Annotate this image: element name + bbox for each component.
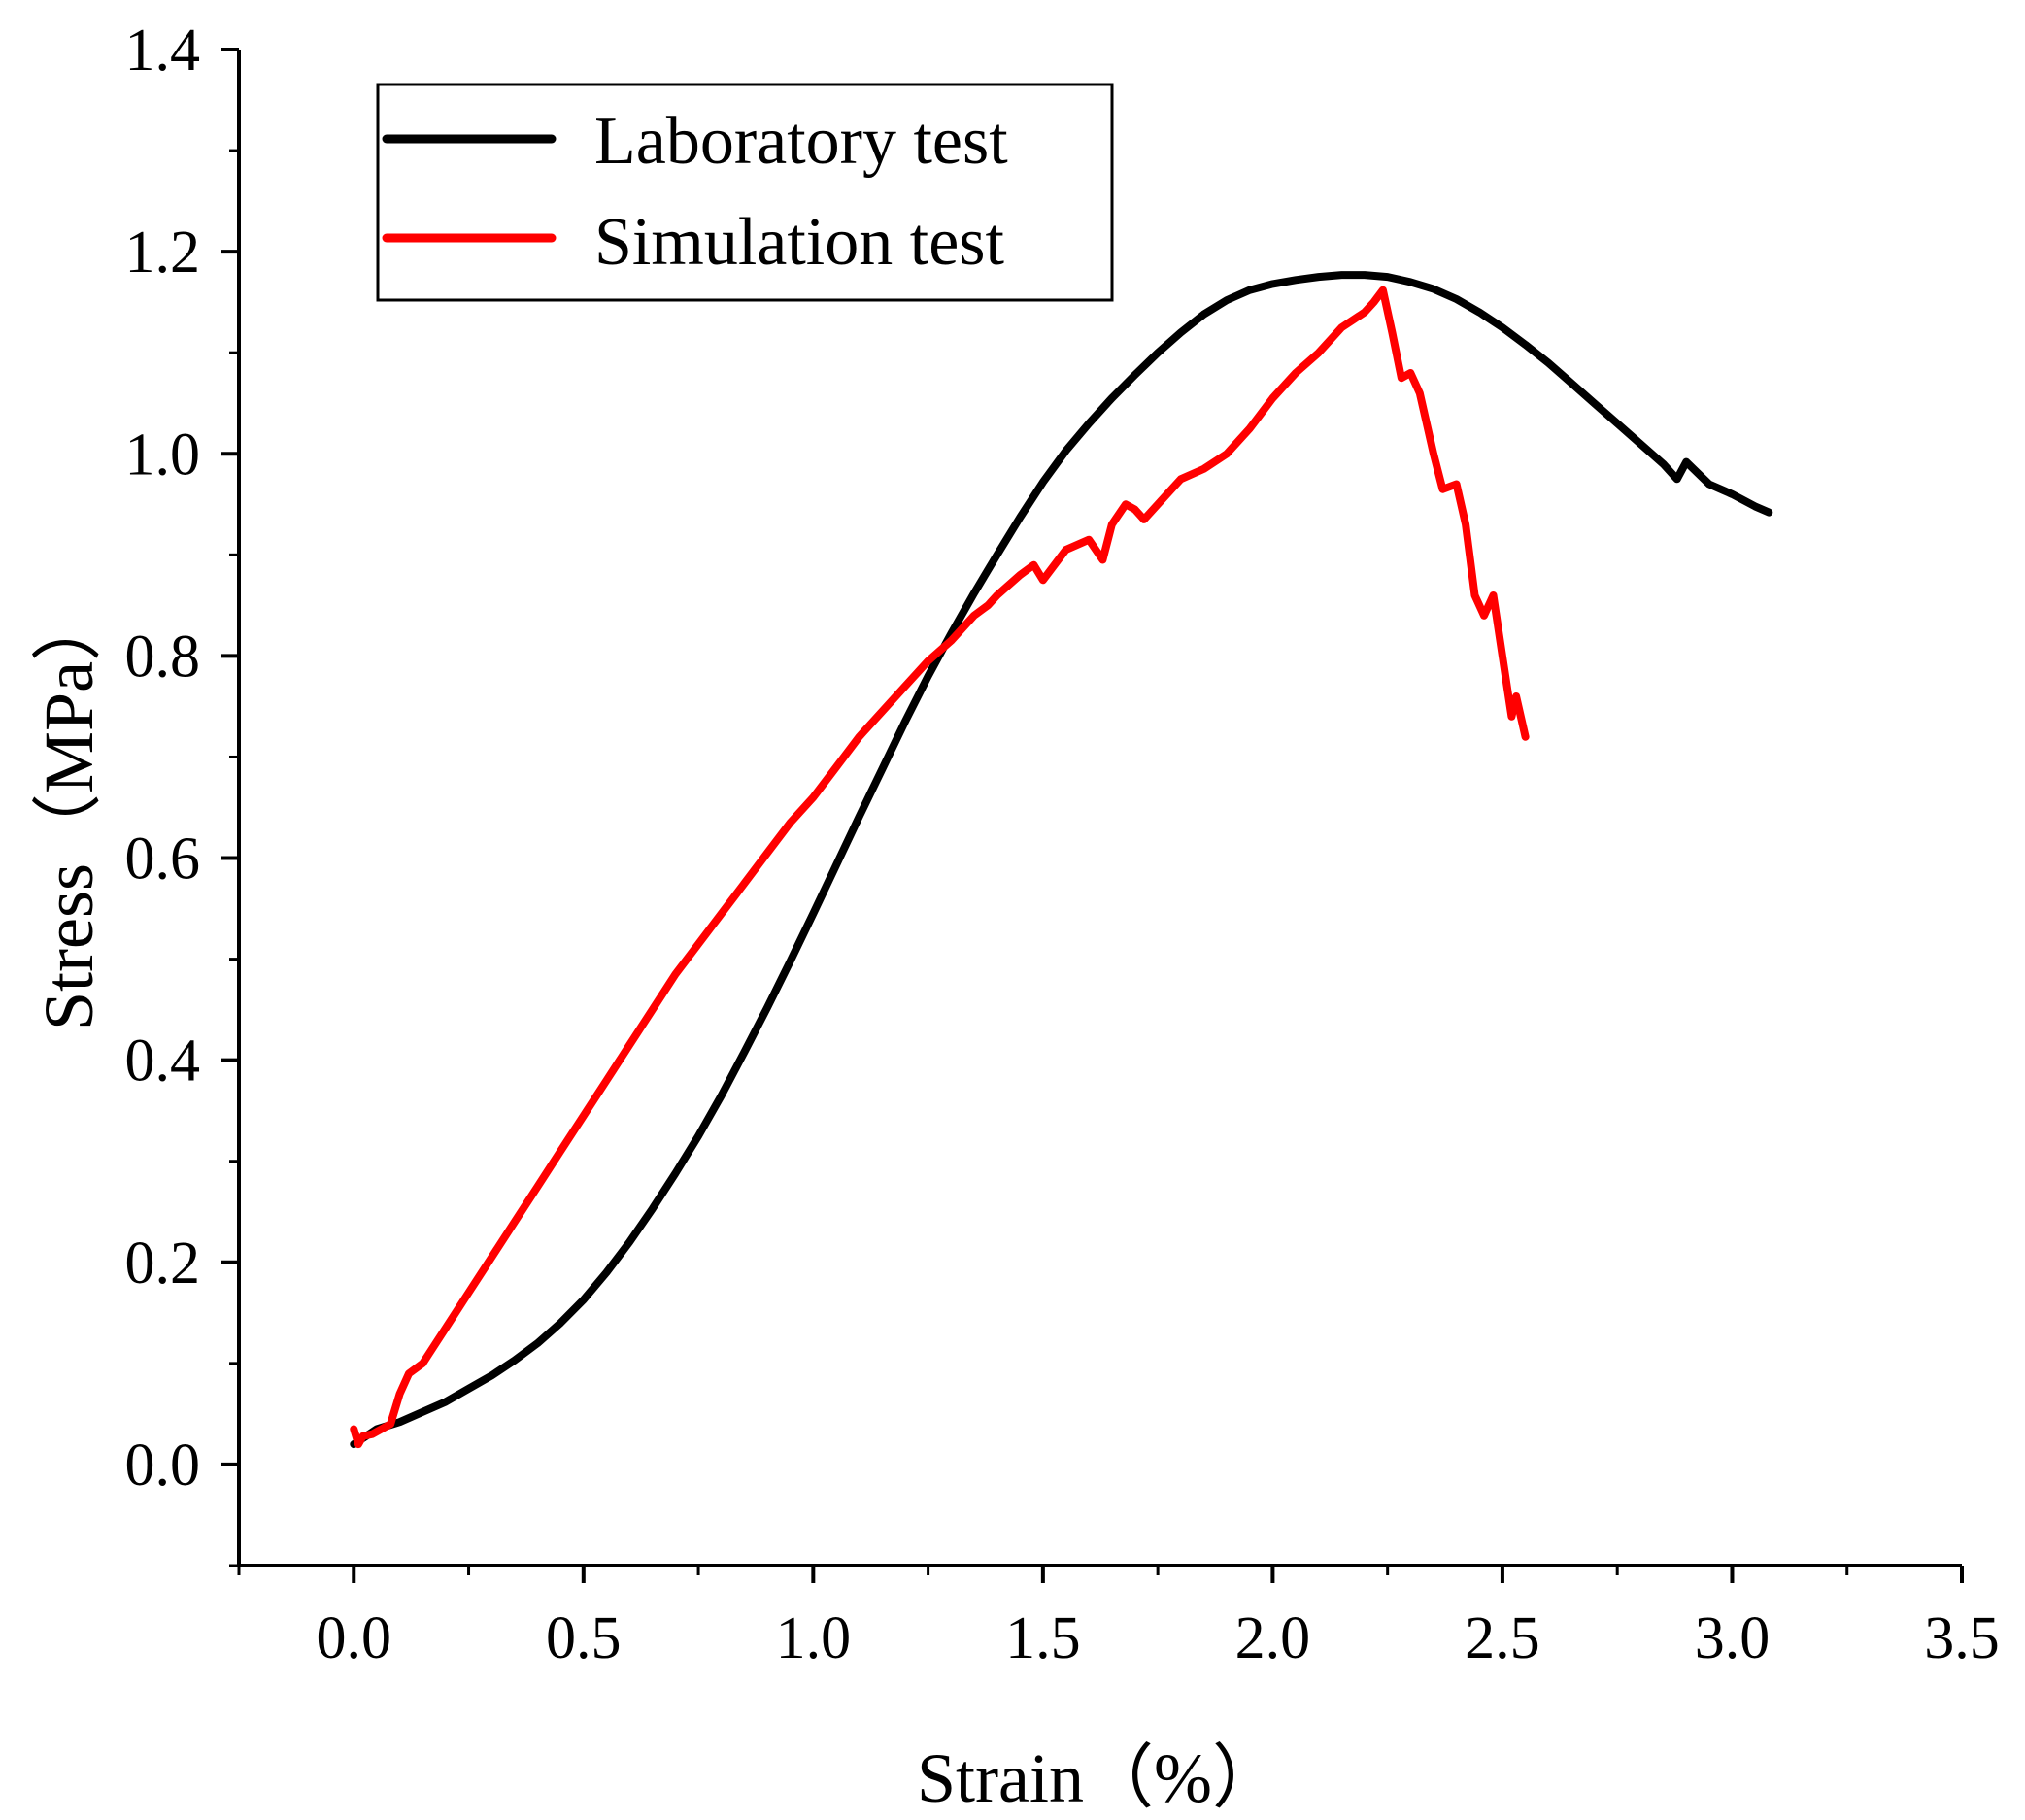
series-line-laboratory-test xyxy=(350,271,1773,1449)
x-tick-label: 0.0 xyxy=(317,1605,392,1671)
series-line-simulation-test xyxy=(350,286,1530,1449)
x-tick-label: 3.0 xyxy=(1695,1605,1771,1671)
legend: Laboratory test Simulation test xyxy=(376,83,1114,302)
x-tick-label: 1.5 xyxy=(1005,1605,1081,1671)
legend-box xyxy=(376,83,1114,302)
x-tick-label: 1.0 xyxy=(776,1605,852,1671)
x-tick-label: 2.5 xyxy=(1465,1605,1540,1671)
y-tick-label: 0.2 xyxy=(125,1230,201,1297)
x-tick-label: 3.5 xyxy=(1924,1605,2000,1671)
y-tick-label: 0.6 xyxy=(125,826,201,893)
legend-label-laboratory-test: Laboratory test xyxy=(594,104,1008,179)
x-axis-ticks: 0.0 0.5 1.0 1.5 2.0 2.5 3.0 3.5 xyxy=(237,1566,2000,1671)
y-tick-label: 1.0 xyxy=(125,421,201,488)
series-layer xyxy=(350,271,1773,1449)
x-tick-label: 0.5 xyxy=(546,1605,622,1671)
x-axis-title: Strain（%） xyxy=(917,1739,1282,1817)
y-tick-label: 0.8 xyxy=(125,624,201,690)
x-tick-label: 2.0 xyxy=(1235,1605,1311,1671)
y-tick-label: 0.0 xyxy=(125,1432,201,1499)
y-tick-label: 1.2 xyxy=(125,219,201,286)
legend-label-simulation-test: Simulation test xyxy=(594,205,1005,280)
y-tick-label: 1.4 xyxy=(125,17,201,84)
y-axis-title: Stress（MPa） xyxy=(30,591,108,1030)
y-axis-ticks: 0.0 0.2 0.4 0.6 0.8 1.0 1.2 1.4 xyxy=(125,17,239,1567)
y-tick-label: 0.4 xyxy=(125,1028,201,1095)
